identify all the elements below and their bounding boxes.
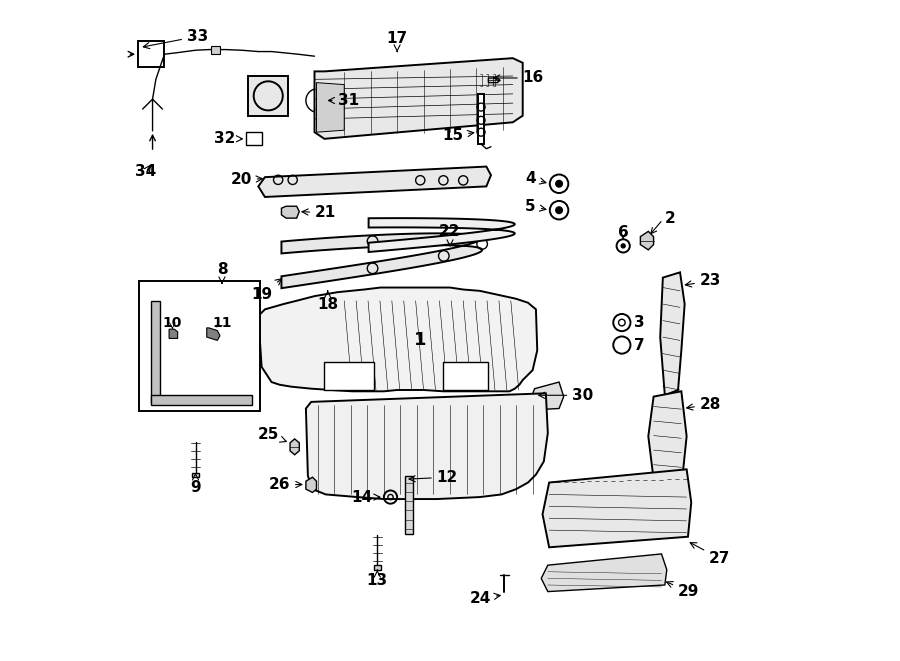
- Text: 33: 33: [143, 29, 208, 49]
- Text: 2: 2: [665, 211, 676, 225]
- Polygon shape: [258, 167, 491, 197]
- Text: 26: 26: [268, 477, 302, 492]
- Text: 24: 24: [470, 591, 500, 605]
- Text: 8: 8: [217, 262, 228, 283]
- Polygon shape: [290, 439, 300, 455]
- Polygon shape: [314, 58, 523, 139]
- Text: 9: 9: [190, 474, 201, 495]
- Text: 6: 6: [617, 225, 628, 240]
- Polygon shape: [369, 218, 515, 252]
- Text: 21: 21: [302, 206, 337, 220]
- Text: 4: 4: [526, 171, 546, 186]
- Circle shape: [621, 244, 626, 248]
- Text: 22: 22: [439, 224, 461, 246]
- Polygon shape: [543, 469, 691, 547]
- Polygon shape: [489, 78, 500, 83]
- Text: 18: 18: [317, 291, 338, 311]
- Polygon shape: [248, 76, 288, 116]
- Circle shape: [556, 180, 562, 187]
- Polygon shape: [282, 233, 482, 288]
- Text: 7: 7: [634, 338, 644, 352]
- Polygon shape: [641, 231, 653, 250]
- Polygon shape: [478, 94, 484, 144]
- Text: 3: 3: [634, 315, 644, 330]
- Polygon shape: [207, 328, 220, 340]
- Polygon shape: [374, 565, 381, 570]
- Text: 31: 31: [328, 93, 359, 108]
- Text: 1: 1: [414, 331, 427, 350]
- Text: 25: 25: [258, 428, 286, 442]
- Text: 5: 5: [526, 199, 546, 214]
- Text: 27: 27: [690, 543, 731, 566]
- Polygon shape: [306, 393, 548, 499]
- Circle shape: [556, 207, 562, 214]
- Polygon shape: [444, 362, 489, 390]
- Text: 10: 10: [163, 315, 182, 330]
- Polygon shape: [648, 391, 687, 479]
- Polygon shape: [193, 473, 199, 477]
- Polygon shape: [306, 477, 317, 492]
- Polygon shape: [405, 476, 413, 534]
- Text: 34: 34: [135, 165, 157, 179]
- Text: 23: 23: [685, 274, 721, 288]
- Text: 32: 32: [214, 132, 242, 146]
- Text: 12: 12: [410, 470, 458, 485]
- Polygon shape: [151, 301, 160, 403]
- Text: 20: 20: [230, 173, 262, 187]
- Text: 30: 30: [538, 388, 593, 403]
- Polygon shape: [258, 288, 537, 391]
- Polygon shape: [138, 41, 165, 67]
- Text: 15: 15: [442, 128, 473, 143]
- Text: 11: 11: [212, 315, 231, 330]
- Text: 29: 29: [667, 582, 699, 599]
- Text: 17: 17: [387, 31, 408, 52]
- Text: 13: 13: [366, 570, 388, 588]
- Polygon shape: [282, 206, 300, 218]
- Polygon shape: [151, 395, 252, 405]
- Text: 14: 14: [351, 490, 380, 504]
- Polygon shape: [661, 272, 685, 395]
- Text: 16: 16: [494, 71, 544, 85]
- Polygon shape: [169, 329, 177, 338]
- Polygon shape: [541, 554, 667, 592]
- Text: 19: 19: [252, 279, 282, 301]
- Polygon shape: [324, 362, 374, 390]
- Polygon shape: [211, 46, 220, 54]
- Polygon shape: [317, 83, 344, 132]
- Text: 28: 28: [687, 397, 721, 412]
- Polygon shape: [531, 382, 563, 410]
- Polygon shape: [140, 281, 259, 411]
- Polygon shape: [247, 132, 262, 145]
